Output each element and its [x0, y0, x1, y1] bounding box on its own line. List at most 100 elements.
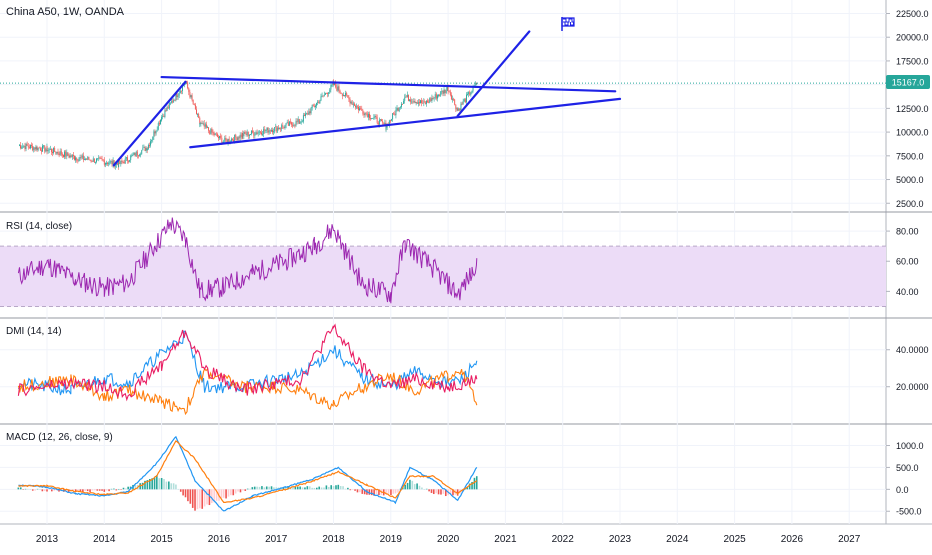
candle-body [253, 132, 255, 136]
candle-body [221, 137, 223, 144]
candle-body [141, 150, 143, 155]
price-candle [376, 114, 378, 125]
price-candle [436, 94, 438, 102]
candle-body [47, 150, 49, 152]
price-candle [145, 146, 147, 153]
candle-body [407, 94, 409, 101]
price-candle [356, 105, 358, 110]
price-candle [431, 94, 433, 104]
last-price-badge: 15167.0 [886, 75, 930, 89]
candle-body [323, 94, 325, 96]
candle-body [58, 153, 60, 156]
price-candle [64, 150, 66, 160]
price-candle [146, 148, 148, 151]
price-candle [36, 145, 38, 152]
candle-body [162, 115, 164, 118]
price-candle [469, 90, 471, 96]
price-candle [75, 155, 77, 161]
price-candle [246, 129, 248, 137]
candle-body [464, 99, 466, 103]
candle-body [283, 126, 285, 128]
candle-body [360, 108, 362, 110]
price-candle [374, 114, 376, 120]
trendline[interactable] [189, 97, 622, 149]
macd-histogram-bar [146, 480, 149, 490]
macd-histogram-bar [196, 489, 199, 510]
macd-histogram-bar [370, 489, 373, 496]
candle-body [406, 94, 408, 98]
candle-body [457, 108, 459, 111]
price-candle [292, 122, 294, 129]
price-candle [79, 154, 81, 162]
trendline[interactable] [160, 75, 617, 93]
candle-body [246, 131, 248, 135]
price-candle [470, 91, 472, 97]
macd-histogram-bar [101, 489, 103, 491]
candle-body [245, 133, 247, 135]
candle-body [250, 133, 251, 135]
drawings-layer[interactable] [112, 30, 622, 167]
price-candle [27, 142, 29, 150]
candle-body [22, 146, 24, 148]
trendline[interactable] [112, 80, 187, 167]
candle-body [207, 127, 208, 128]
price-candle [143, 144, 145, 148]
candle-body [363, 113, 365, 116]
price-candle [454, 98, 456, 106]
macd-histogram-bar [239, 489, 242, 493]
macd-histogram-bar [268, 486, 270, 490]
price-candle [433, 96, 435, 102]
price-candle [84, 156, 85, 161]
macd-histogram-bar [354, 489, 356, 491]
candle-body [415, 101, 417, 104]
candle-body [313, 106, 315, 108]
flag-icon[interactable] [561, 17, 575, 31]
candle-body [292, 124, 294, 127]
candle-body [41, 150, 42, 152]
trendline[interactable] [456, 30, 531, 118]
candle-body [351, 101, 353, 105]
macd-histogram-bar [244, 489, 247, 491]
price-candle [313, 103, 315, 108]
price-candle [42, 143, 43, 153]
price-candle [444, 89, 446, 97]
candle-body [120, 160, 122, 164]
candle-body [398, 107, 400, 111]
candle-body [132, 154, 134, 156]
price-candle [32, 143, 34, 152]
candle-body [54, 147, 56, 152]
macd-histogram-bar [232, 489, 235, 496]
macd-histogram-bar [468, 483, 471, 490]
macd-histogram-bar [246, 488, 249, 490]
macd-histogram-bar [430, 489, 433, 493]
price-candle [210, 128, 212, 135]
macd-histogram-bar [308, 486, 311, 490]
price-candle [405, 95, 407, 98]
price-candle [57, 148, 59, 156]
axis-labels-layer: 2013 2014 2015 2016 2017 2018 2019 2020 2021 2022… [36, 9, 929, 545]
candle-body [259, 131, 261, 133]
candle-body [345, 93, 347, 97]
candle-body [164, 110, 166, 117]
price-candle [339, 89, 341, 95]
candle-body [282, 125, 284, 127]
price-candle [308, 108, 310, 116]
candle-body [136, 151, 138, 156]
macd-histogram-bar [359, 489, 361, 493]
candle-body [424, 102, 426, 104]
candle-body [124, 158, 126, 164]
candle-body [432, 97, 434, 99]
candle-body [76, 158, 78, 161]
macd-histogram-bar [385, 489, 387, 495]
candle-body [152, 136, 154, 140]
candle-body [404, 96, 406, 98]
y-axis-label: 12500.0 [896, 104, 929, 114]
candle-body [263, 129, 265, 134]
price-candle [76, 157, 78, 163]
price-candle [340, 92, 342, 94]
price-candle [196, 106, 197, 115]
price-candle [273, 128, 275, 136]
price-candle [285, 122, 287, 129]
candle-body [163, 115, 165, 117]
candle-body [248, 134, 250, 136]
